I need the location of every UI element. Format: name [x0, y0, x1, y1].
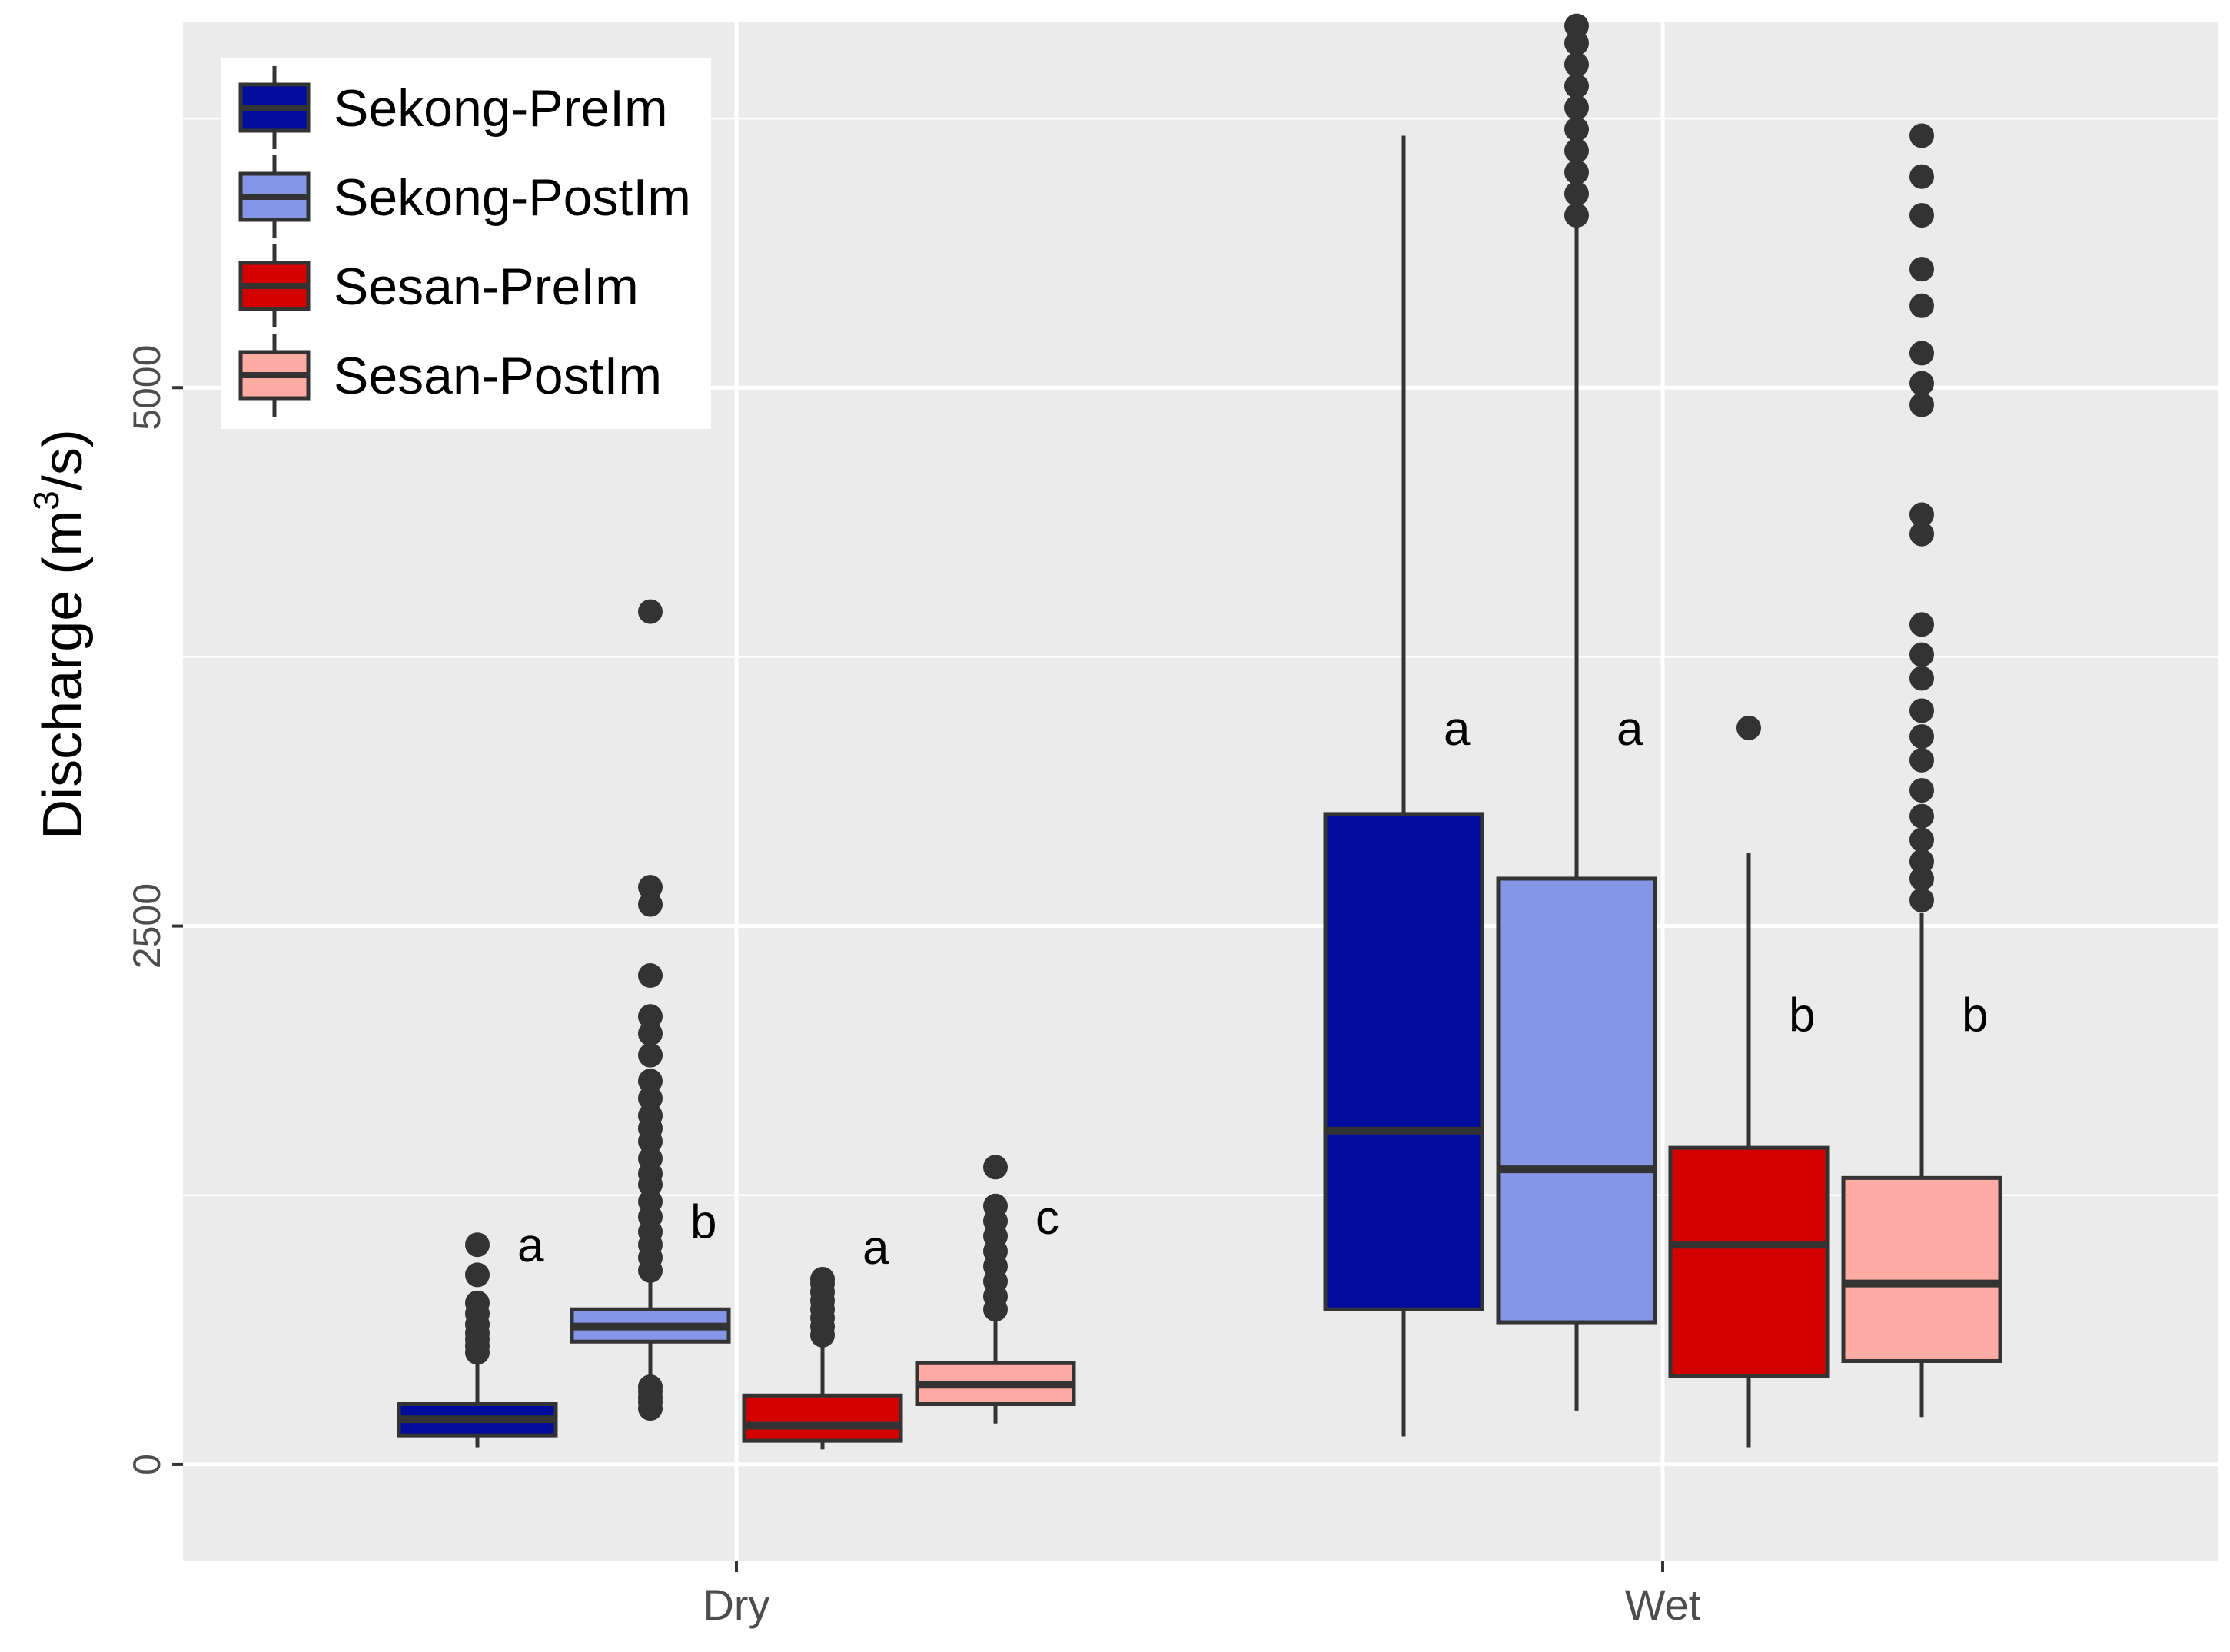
box-Sesan-PreIm-Wet: [1668, 715, 1830, 1448]
significance-letter: a: [862, 1222, 889, 1275]
outlier-point: [638, 963, 663, 989]
outlier-point: [465, 1262, 490, 1288]
box-Sekong-PostIm-Wet: [1496, 13, 1657, 1411]
legend-label: Sekong-PreIm: [334, 79, 668, 138]
box-series: [397, 13, 2002, 1450]
outlier-point: [1909, 803, 1934, 829]
legend-item-Sekong-PreIm: Sekong-PreIm: [238, 66, 668, 149]
legend-item-Sekong-PostIm: Sekong-PostIm: [238, 155, 691, 238]
box-iqr: [1496, 876, 1657, 1325]
box-iqr: [742, 1393, 903, 1443]
outlier-point: [983, 1155, 1008, 1180]
outlier-point: [1909, 341, 1934, 366]
x-tick-label: Wet: [1625, 1581, 1701, 1629]
outlier-point: [1909, 698, 1934, 723]
outlier-point: [1909, 612, 1934, 637]
outlier-point: [1909, 257, 1934, 282]
y-tick-label: 5000: [125, 345, 168, 430]
outlier-point: [638, 1004, 663, 1029]
outlier-point: [1909, 521, 1934, 547]
significance-letter: a: [1617, 703, 1643, 756]
outlier-point: [1909, 849, 1934, 874]
outlier-point: [638, 1146, 663, 1172]
outlier-point: [1564, 95, 1589, 121]
outlier-point: [1909, 164, 1934, 189]
box-iqr: [1323, 812, 1484, 1311]
significance-letter: a: [517, 1219, 544, 1272]
significance-letter: b: [1962, 989, 1988, 1042]
outlier-point: [1909, 203, 1934, 228]
outlier-point: [1909, 724, 1934, 750]
y-axis-title: Discharge (m3/s): [26, 429, 94, 839]
outlier-point: [1909, 392, 1934, 417]
significance-letters: a a b a a b c b: [517, 703, 1988, 1275]
grid-lines: [183, 22, 2218, 1561]
outlier-point: [983, 1193, 1008, 1218]
x-tick-label: Dry: [703, 1581, 769, 1629]
outlier-point: [1909, 866, 1934, 891]
outlier-point: [638, 599, 663, 624]
outlier-point: [1564, 52, 1589, 78]
outlier-point: [1564, 181, 1589, 207]
outlier-point: [638, 875, 663, 900]
outlier-point: [1909, 747, 1934, 773]
box-Sesan-PostIm-Dry: [915, 1155, 1076, 1424]
outlier-point: [638, 1021, 663, 1046]
box-Sekong-PreIm-Wet: [1323, 135, 1484, 1437]
outlier-point: [638, 1103, 663, 1128]
outlier-point: [1909, 642, 1934, 667]
outlier-point: [1909, 887, 1934, 912]
legend-label: Sekong-PostIm: [334, 168, 691, 227]
outlier-point: [1909, 293, 1934, 318]
outlier-point: [1564, 203, 1589, 228]
outlier-point: [638, 1069, 663, 1094]
significance-letter: b: [690, 1195, 716, 1248]
legend-label: Sesan-PostIm: [334, 347, 662, 405]
axes: 0 2500 5000 Dry Wet: [125, 345, 1701, 1629]
outlier-point: [1909, 371, 1934, 396]
outlier-point: [1564, 117, 1589, 142]
outlier-point: [638, 1189, 663, 1215]
outlier-point: [638, 1085, 663, 1111]
outlier-point: [1909, 502, 1934, 527]
significance-letter: c: [1035, 1192, 1059, 1245]
legend: Sekong-PreIm Sekong-PostIm Sesan-PreIm Sesa…: [221, 58, 711, 429]
box-Sekong-PreIm-Dry: [397, 1232, 558, 1448]
box-iqr: [1668, 1145, 1830, 1378]
y-axis-title-prefix: Discharge (m: [32, 510, 94, 839]
outlier-point: [1909, 666, 1934, 691]
significance-letter: a: [1444, 703, 1471, 756]
outlier-point: [638, 892, 663, 917]
outlier-point: [1564, 31, 1589, 56]
outlier-point: [638, 1374, 663, 1400]
outlier-point: [638, 1042, 663, 1068]
box-Sekong-PostIm-Dry: [570, 599, 731, 1421]
outlier-point: [1736, 715, 1761, 740]
legend-item-Sesan-PreIm: Sesan-PreIm: [238, 244, 639, 327]
outlier-point: [810, 1267, 835, 1292]
y-tick-label: 2500: [125, 883, 168, 969]
outlier-point: [1909, 827, 1934, 853]
outlier-point: [465, 1290, 490, 1315]
y-axis-title-superscript: 3: [26, 490, 66, 510]
outlier-point: [1564, 13, 1589, 38]
outlier-point: [1564, 74, 1589, 99]
outlier-point: [1564, 138, 1589, 164]
legend-label: Sesan-PreIm: [334, 258, 639, 316]
y-tick-label: 0: [125, 1454, 168, 1475]
y-axis-title-suffix: /s): [32, 429, 94, 490]
box-Sesan-PostIm-Wet: [1841, 123, 2002, 1418]
legend-item-Sesan-PostIm: Sesan-PostIm: [238, 334, 662, 417]
outlier-point: [1564, 160, 1589, 185]
box-iqr: [1841, 1175, 2002, 1363]
significance-letter: b: [1789, 989, 1815, 1042]
outlier-point: [1909, 123, 1934, 148]
outlier-point: [1909, 778, 1934, 803]
outlier-point: [465, 1232, 490, 1258]
box-Sesan-PreIm-Dry: [742, 1267, 903, 1450]
